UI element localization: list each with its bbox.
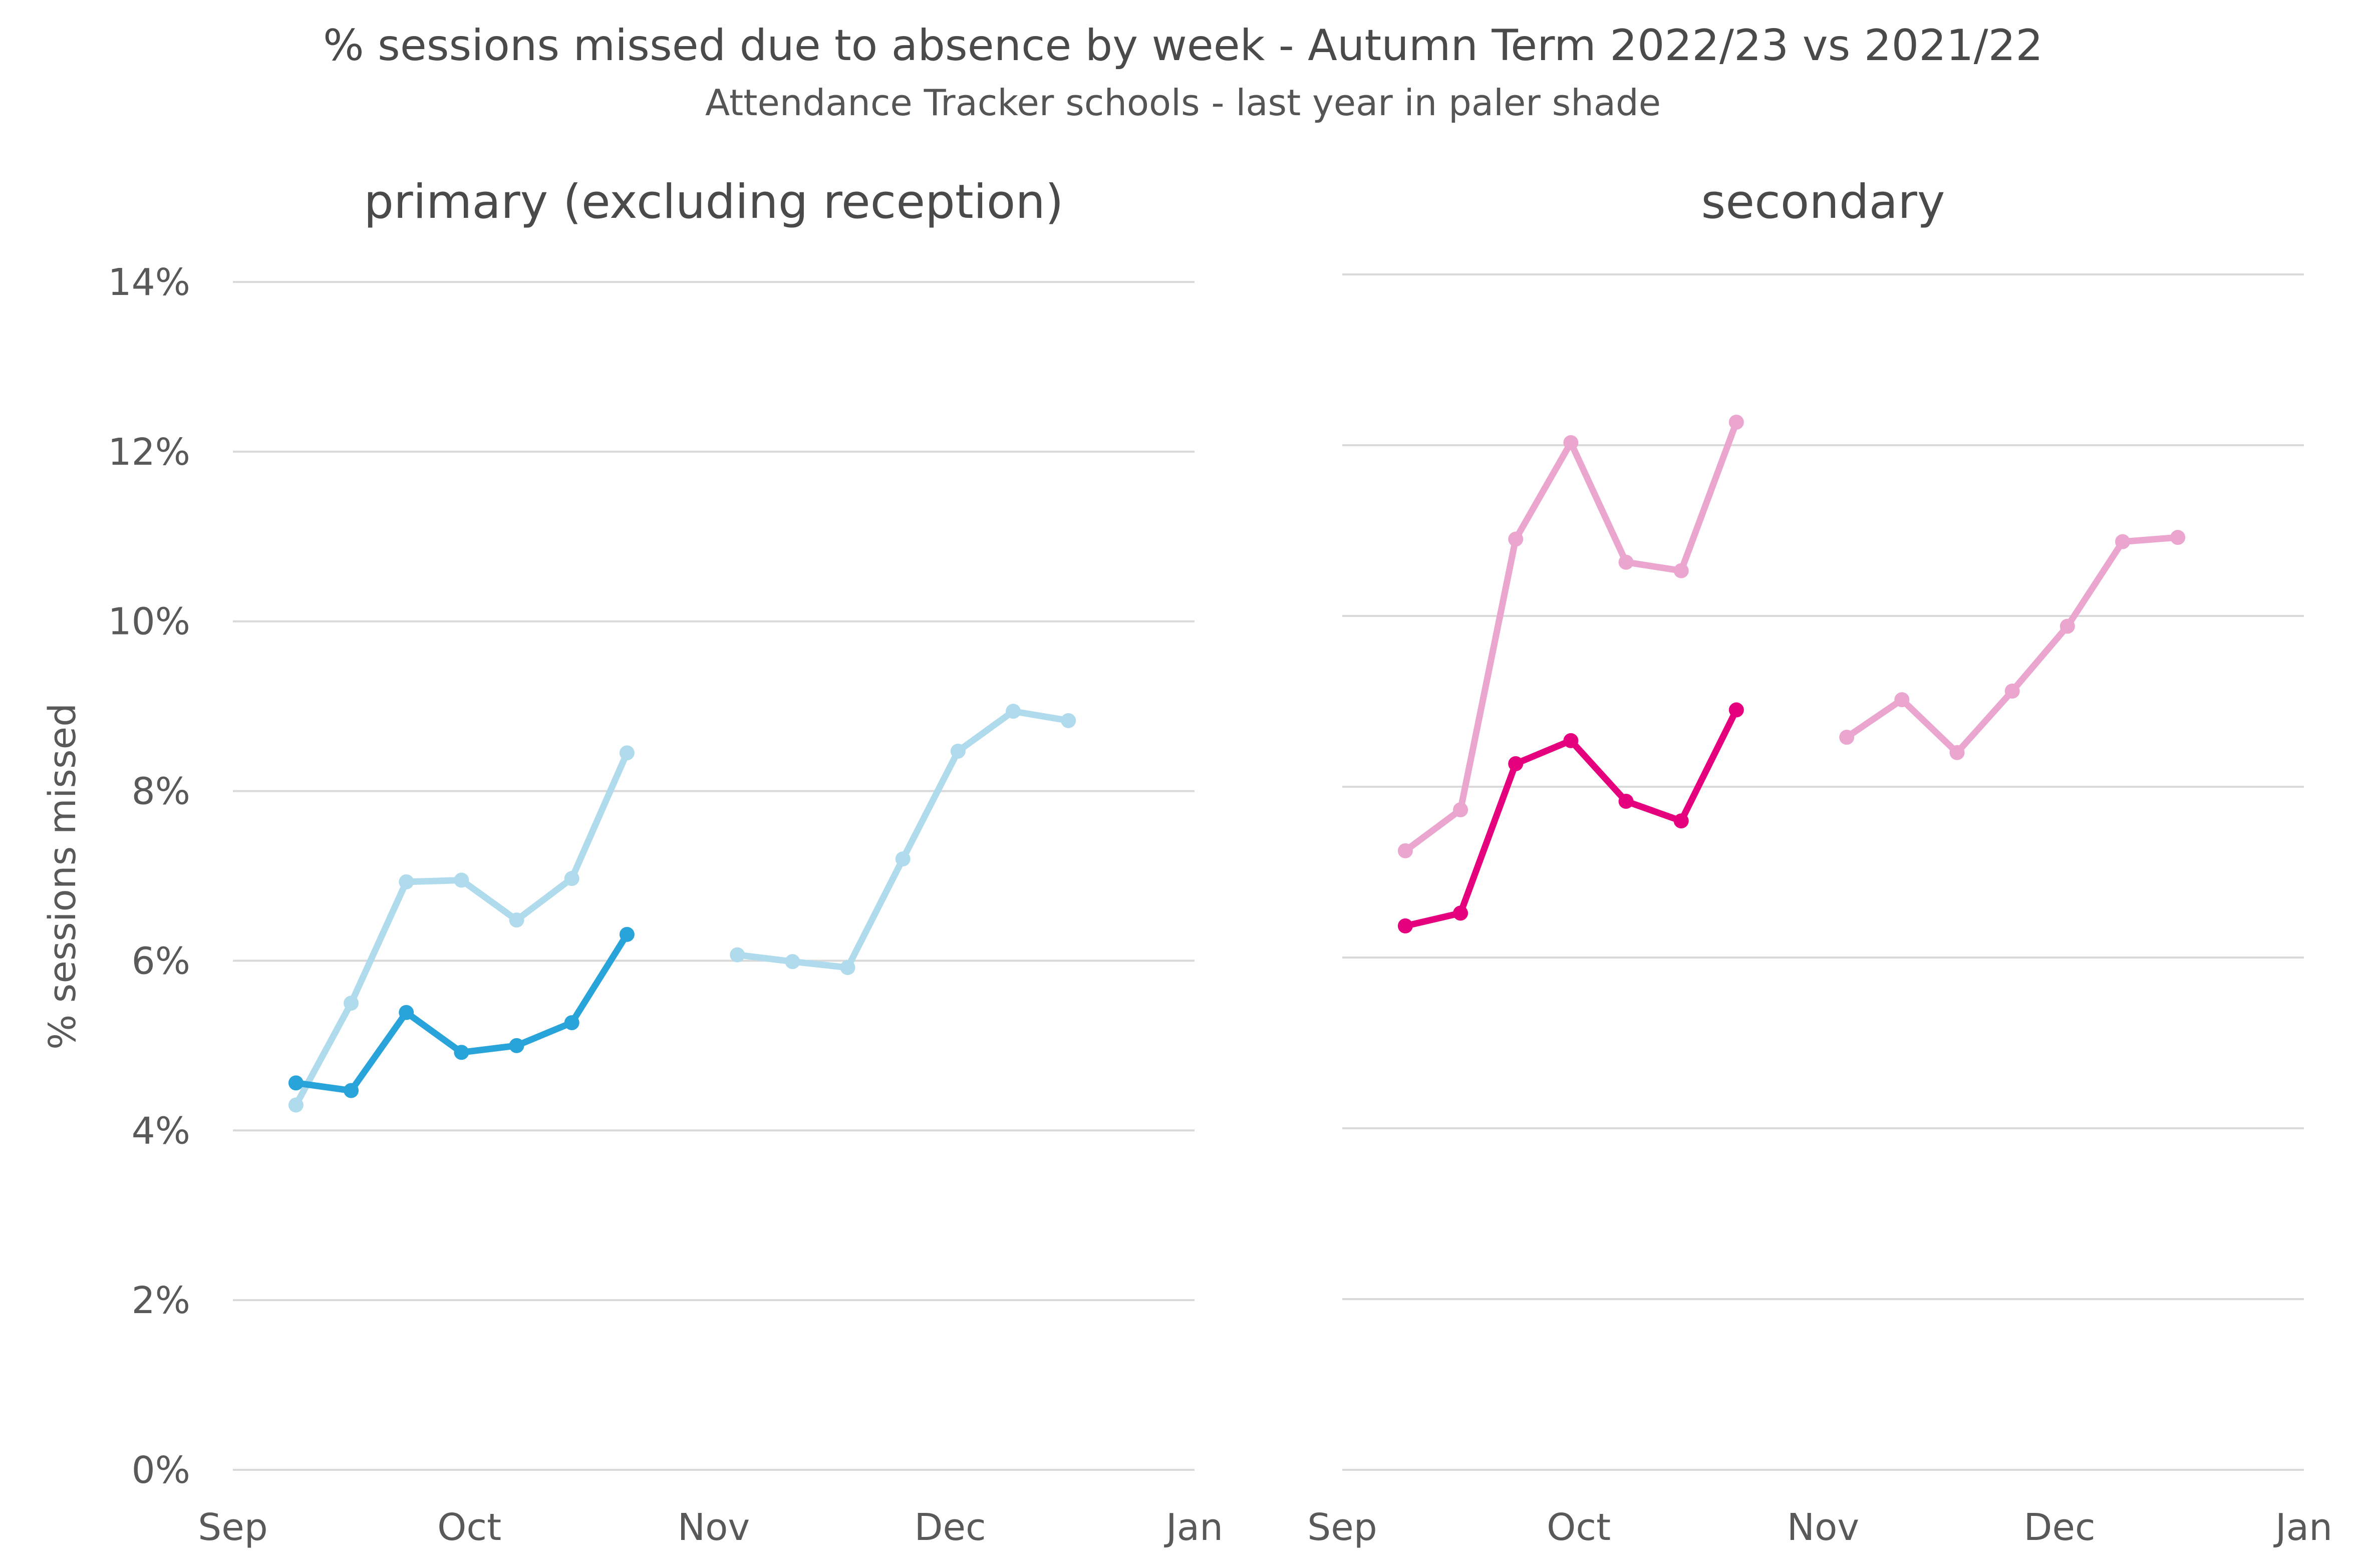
panel-primary: primary (excluding reception) 0% 2% 4% 6% 8%… [108,175,1224,1549]
data-point [2004,684,2020,699]
y-tick-label: 12% [108,431,190,474]
series-line [1843,534,2181,756]
chart-subtitle: Attendance Tracker schools - last year i… [705,82,1661,124]
x-tick-label: Sep [1307,1506,1377,1549]
data-point [785,954,800,970]
x-tick-label: Nov [678,1506,750,1549]
x-tick-label: Nov [1787,1506,1859,1549]
data-point [1453,905,1468,921]
panel-title-secondary: secondary [1701,175,1945,229]
data-point [2115,534,2131,549]
data-point [564,871,579,886]
data-point [2170,530,2186,545]
data-point [344,1083,359,1098]
y-tick-label: 10% [108,600,190,644]
data-point [1949,745,1965,760]
data-point [564,1015,579,1031]
data-point [1618,554,1634,570]
data-point [509,912,524,928]
x-tick-label: Sep [198,1506,267,1549]
data-point [1508,756,1524,771]
data-point [1453,802,1468,818]
x-tick-label: Dec [915,1506,986,1549]
data-point [1673,813,1689,829]
data-point [509,1038,524,1053]
data-point [1061,713,1076,728]
y-tick-label: 2% [132,1279,190,1322]
data-point [288,1097,304,1113]
data-point [1839,730,1855,745]
data-point [454,1045,469,1060]
x-tick-label: Jan [2273,1506,2332,1549]
data-point [2059,618,2075,634]
y-tick-label: 4% [132,1109,190,1152]
panel-secondary: secondary Sep Oct Nov Dec Jan [1307,175,2332,1549]
data-point [344,996,359,1011]
data-point [950,743,966,759]
data-point [399,1005,414,1020]
x-tick-label: Oct [1547,1506,1611,1549]
data-point [1563,435,1579,450]
y-tick-label: 6% [132,939,190,983]
panel-title-primary: primary (excluding reception) [364,175,1063,229]
y-tick-label: 8% [132,770,190,813]
x-tick-label: Dec [2024,1506,2096,1549]
series-line [734,708,1072,971]
data-point [454,872,469,888]
data-point [1508,531,1524,547]
data-point [730,947,745,963]
y-tick-label: 14% [108,261,190,304]
data-point [1397,918,1413,933]
data-point [1006,704,1021,719]
data-point [1673,563,1689,578]
data-point [619,926,635,942]
data-point [1728,414,1744,430]
data-point [895,851,911,867]
data-point [288,1075,304,1091]
data-point [1618,793,1634,809]
x-tick-label: Oct [437,1506,501,1549]
x-tick-label: Jan [1164,1506,1223,1549]
data-point [1563,733,1579,748]
chart-title: % sessions missed due to absence by week… [323,21,2043,71]
data-point [1728,702,1744,718]
y-axis-label: % sessions missed [41,703,84,1050]
data-point [399,874,414,889]
data-point [1894,692,1910,708]
data-point [1397,843,1413,858]
data-point [840,960,855,975]
data-point [619,745,635,761]
y-tick-label: 0% [132,1449,190,1492]
